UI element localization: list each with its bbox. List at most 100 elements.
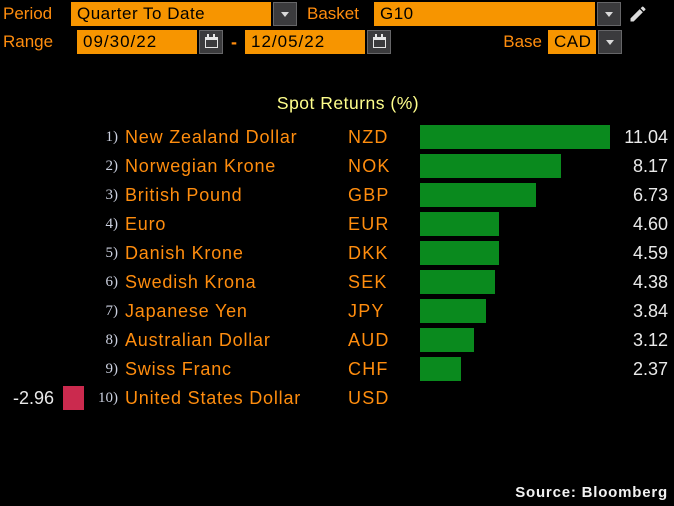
calendar-icon <box>372 33 386 48</box>
bar-value: 4.60 <box>632 213 668 234</box>
negative-bar <box>63 386 84 410</box>
row-rank: 6) <box>105 273 119 290</box>
bar-value: 6.73 <box>632 184 668 205</box>
positive-bar <box>420 299 487 323</box>
basket-select[interactable]: G10 <box>374 2 595 26</box>
currency-code: CHF <box>348 358 389 379</box>
range-end-input[interactable]: 12/05/22 <box>245 30 365 54</box>
currency-name: British Pound <box>125 184 243 205</box>
negative-bar-zone <box>56 386 96 410</box>
positive-bar <box>420 357 461 381</box>
currency-code: EUR <box>348 213 390 234</box>
currency-code: SEK <box>348 271 388 292</box>
row-rank: 5) <box>105 244 119 261</box>
positive-bar <box>420 241 499 265</box>
chart-row: 1) New Zealand Dollar NZD 11.04 <box>0 125 674 149</box>
currency-name: Japanese Yen <box>125 300 248 321</box>
currency-name: Euro <box>125 213 167 234</box>
currency-name: Norwegian Krone <box>125 155 277 176</box>
bar-zone <box>414 154 614 178</box>
positive-bar <box>420 270 496 294</box>
bar-value: 11.04 <box>624 126 668 147</box>
currency-code: GBP <box>348 184 390 205</box>
chart-row: -2.96 10) United States Dollar USD <box>0 386 674 410</box>
row-rank: 3) <box>105 186 119 203</box>
chart-row: 6) Swedish Krona SEK 4.38 <box>0 270 674 294</box>
bar-zone <box>414 125 614 149</box>
bar-value: 8.17 <box>632 155 668 176</box>
bar-value: 2.37 <box>632 358 668 379</box>
period-dropdown-button[interactable] <box>273 2 297 26</box>
bar-value: 4.38 <box>632 271 668 292</box>
row-rank: 7) <box>105 302 119 319</box>
base-dropdown-button[interactable] <box>598 30 622 54</box>
toolbar-row-period: Period Quarter To Date Basket G10 <box>0 0 674 28</box>
currency-name: Danish Krone <box>125 242 244 263</box>
spot-returns-chart: Spot Returns (%) 1) New Zealand Dollar NZD… <box>0 92 674 410</box>
row-rank: 2) <box>105 157 119 174</box>
bar-zone <box>414 299 614 323</box>
bar-zone <box>414 270 614 294</box>
bar-zone <box>414 183 614 207</box>
edit-pencil-icon[interactable] <box>626 2 650 26</box>
currency-code: DKK <box>348 242 389 263</box>
currency-code: NOK <box>348 155 391 176</box>
positive-bar <box>420 328 474 352</box>
bar-value-left: -2.96 <box>12 387 54 408</box>
toolbar-row-range: Range 09/30/22 - 12/05/22 Base CAD <box>0 28 674 56</box>
currency-name: New Zealand Dollar <box>125 126 298 147</box>
chart-row: 9) Swiss Franc CHF 2.37 <box>0 357 674 381</box>
currency-code: JPY <box>348 300 385 321</box>
chart-row: 5) Danish Krone DKK 4.59 <box>0 241 674 265</box>
chart-title: Spot Returns (%) <box>276 93 420 113</box>
chevron-down-icon <box>606 39 614 45</box>
basket-dropdown-button[interactable] <box>597 2 621 26</box>
currency-code: NZD <box>348 126 389 147</box>
chart-row: 3) British Pound GBP 6.73 <box>0 183 674 207</box>
currency-name: United States Dollar <box>125 387 302 408</box>
range-separator: - <box>231 31 237 52</box>
currency-name: Swiss Franc <box>125 358 232 379</box>
row-rank: 8) <box>105 331 119 348</box>
positive-bar <box>420 183 536 207</box>
chart-rows: 1) New Zealand Dollar NZD 11.04 2) Norwegian … <box>0 125 674 410</box>
basket-label: Basket <box>307 4 359 23</box>
currency-code: AUD <box>348 329 390 350</box>
row-rank: 4) <box>105 215 119 232</box>
row-rank: 10) <box>98 389 118 406</box>
bar-zone <box>414 328 614 352</box>
bar-value: 3.84 <box>632 300 668 321</box>
currency-name: Australian Dollar <box>125 329 271 350</box>
bar-value: 4.59 <box>632 242 668 263</box>
base-select[interactable]: CAD <box>548 30 596 54</box>
pencil-icon-glyph <box>630 6 646 22</box>
bar-zone <box>414 212 614 236</box>
range-start-input[interactable]: 09/30/22 <box>77 30 197 54</box>
chevron-down-icon <box>281 11 289 17</box>
row-rank: 1) <box>105 128 119 145</box>
chevron-down-icon <box>605 11 613 17</box>
range-start-calendar-button[interactable] <box>199 30 223 54</box>
range-label: Range <box>3 32 54 51</box>
currency-name: Swedish Krona <box>125 271 257 292</box>
chart-row: 4) Euro EUR 4.60 <box>0 212 674 236</box>
currency-code: USD <box>348 387 390 408</box>
positive-bar <box>420 212 500 236</box>
positive-bar <box>420 154 561 178</box>
chart-row: 7) Japanese Yen JPY 3.84 <box>0 299 674 323</box>
source-credit: Source: Bloomberg <box>515 484 668 501</box>
chart-row: 8) Australian Dollar AUD 3.12 <box>0 328 674 352</box>
range-end-calendar-button[interactable] <box>367 30 391 54</box>
bar-zone <box>414 357 614 381</box>
period-select[interactable]: Quarter To Date <box>71 2 271 26</box>
bar-value: 3.12 <box>632 329 668 350</box>
bar-zone <box>414 241 614 265</box>
row-rank: 9) <box>105 360 119 377</box>
base-label: Base <box>503 32 542 51</box>
period-label: Period <box>3 4 53 23</box>
calendar-icon <box>204 33 218 48</box>
positive-bar <box>420 125 610 149</box>
toolbar: Period Quarter To Date Basket G10 Range … <box>0 0 674 56</box>
chart-row: 2) Norwegian Krone NOK 8.17 <box>0 154 674 178</box>
